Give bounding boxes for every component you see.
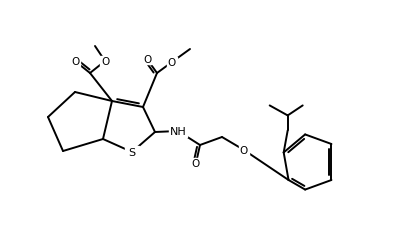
Bar [142,55,152,65]
Text: NH: NH [170,126,186,136]
Text: O: O [240,145,248,155]
Text: O: O [71,57,79,67]
Bar [239,145,249,155]
Bar [169,126,187,137]
Text: O: O [192,158,200,168]
Text: O: O [168,58,176,68]
Bar [100,57,110,67]
Text: O: O [143,55,151,65]
Bar [191,158,201,168]
Bar [70,57,80,67]
Text: S: S [129,147,136,157]
Text: O: O [101,57,109,67]
Bar [125,146,139,158]
Bar [167,58,177,68]
